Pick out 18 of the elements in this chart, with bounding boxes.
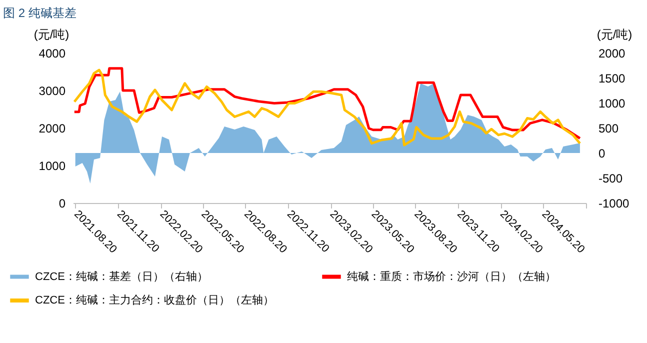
y2-tick-label: -1000 [598, 196, 630, 210]
legend-label: CZCE：纯碱：基差（日）（右轴） [35, 270, 208, 283]
y2-tick-label: 1500 [598, 72, 626, 86]
y-tick-label: 0 [58, 196, 66, 210]
y-tick-label: 3000 [38, 84, 66, 98]
chart-title: 图 2 纯碱基差 [3, 6, 76, 20]
y2-axis-title: (元/吨) [596, 28, 632, 42]
y2-tick-label: -500 [598, 172, 623, 186]
y2-tick-label: 2000 [598, 46, 626, 60]
legend-label: CZCE：纯碱：主力合约：收盘价（日）（左轴） [35, 294, 274, 306]
y-tick-label: 1000 [38, 159, 66, 173]
y-axis-title: (元/吨) [34, 28, 70, 42]
y-tick-label: 4000 [38, 46, 66, 60]
y-tick-label: 2000 [38, 122, 66, 136]
y2-tick-label: 0 [598, 146, 606, 160]
legend-label: 纯碱：重质：市场价：沙河（日）（左轴） [347, 270, 556, 283]
y2-tick-label: 1000 [598, 96, 626, 110]
y2-tick-label: 500 [598, 122, 619, 136]
